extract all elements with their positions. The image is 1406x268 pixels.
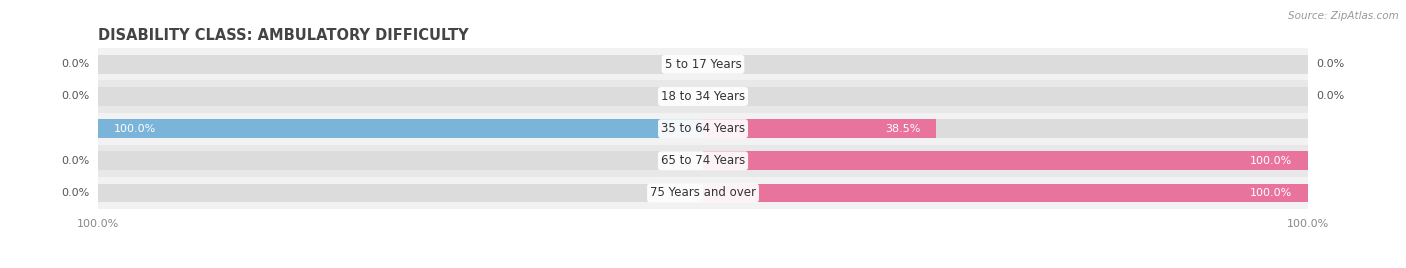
Text: 5 to 17 Years: 5 to 17 Years (665, 58, 741, 71)
Text: 0.0%: 0.0% (60, 188, 90, 198)
Bar (98, 48, 1308, 80)
Bar (98, 151, 703, 170)
Bar (98, 177, 1308, 209)
Bar (703, 119, 1308, 138)
Text: 100.0%: 100.0% (114, 124, 156, 134)
Bar (703, 151, 1308, 170)
Text: 65 to 74 Years: 65 to 74 Years (661, 154, 745, 167)
Bar (703, 55, 1308, 74)
Text: 0.0%: 0.0% (60, 91, 90, 102)
Text: 38.5%: 38.5% (886, 124, 921, 134)
Bar (703, 87, 1308, 106)
Bar (98, 145, 1308, 177)
Bar (703, 151, 1308, 170)
Bar (98, 113, 1308, 145)
Bar (703, 184, 1308, 202)
Text: 18 to 34 Years: 18 to 34 Years (661, 90, 745, 103)
Text: 0.0%: 0.0% (1316, 91, 1346, 102)
Bar (98, 119, 703, 138)
Legend: Male, Female: Male, Female (644, 264, 762, 268)
Bar (98, 87, 703, 106)
Text: 100.0%: 100.0% (1250, 188, 1292, 198)
Text: 0.0%: 0.0% (60, 59, 90, 69)
Bar (98, 184, 703, 202)
Bar (98, 119, 703, 138)
Text: 0.0%: 0.0% (1316, 59, 1346, 69)
Text: 0.0%: 0.0% (60, 156, 90, 166)
Text: 35 to 64 Years: 35 to 64 Years (661, 122, 745, 135)
Text: DISABILITY CLASS: AMBULATORY DIFFICULTY: DISABILITY CLASS: AMBULATORY DIFFICULTY (98, 28, 470, 43)
Text: 100.0%: 100.0% (1250, 156, 1292, 166)
Bar (98, 80, 1308, 113)
Bar (703, 119, 936, 138)
Text: Source: ZipAtlas.com: Source: ZipAtlas.com (1288, 11, 1399, 21)
Bar (98, 55, 703, 74)
Text: 75 Years and over: 75 Years and over (650, 187, 756, 199)
Bar (703, 184, 1308, 202)
